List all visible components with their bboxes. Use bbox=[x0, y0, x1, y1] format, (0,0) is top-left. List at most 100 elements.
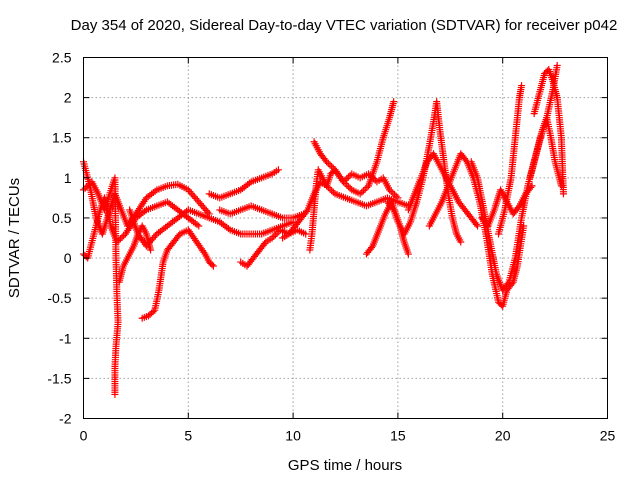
y-tick-label: 1.5 bbox=[52, 130, 72, 146]
series-arc-c bbox=[80, 174, 122, 398]
y-tick-label: 0.5 bbox=[52, 210, 72, 226]
data-point-marker bbox=[209, 262, 217, 270]
data-point-marker bbox=[326, 185, 334, 193]
y-tick-label: -2 bbox=[59, 411, 72, 427]
y-tick-label: -1 bbox=[59, 330, 72, 346]
x-tick-label: 15 bbox=[390, 428, 406, 444]
data-point-marker bbox=[472, 220, 480, 228]
y-tick-label: 2.5 bbox=[52, 50, 72, 66]
data-point-marker bbox=[118, 233, 126, 241]
data-point-marker bbox=[360, 187, 368, 195]
data-point-marker bbox=[270, 232, 278, 240]
axis-ticks: 0 5 10 15 20 25 -2 -1.5 -1 -0.5 0 0.5 1 1.5 2 2.5 bbox=[47, 50, 615, 444]
data-point-marker bbox=[457, 238, 465, 246]
data-point-marker bbox=[527, 183, 535, 191]
data-point-marker bbox=[192, 194, 200, 202]
data-point-marker bbox=[324, 159, 332, 167]
data-point-marker bbox=[341, 179, 349, 187]
chart-title: Day 354 of 2020, Sidereal Day-to-day VTE… bbox=[71, 17, 618, 34]
data-point-marker bbox=[147, 237, 155, 245]
data-point-marker bbox=[111, 390, 119, 398]
data-point-marker bbox=[275, 228, 283, 236]
data-point-marker bbox=[199, 203, 207, 211]
data-point-marker bbox=[326, 161, 334, 169]
data-point-marker bbox=[328, 187, 336, 195]
data-point-marker bbox=[208, 261, 216, 269]
data-point-marker bbox=[356, 190, 364, 198]
data-point-marker bbox=[553, 62, 561, 70]
data-point-marker bbox=[343, 181, 351, 189]
y-tick-label: 1 bbox=[64, 170, 72, 186]
series-arc-s bbox=[526, 114, 565, 190]
y-tick-label: 2 bbox=[64, 90, 72, 106]
data-point-marker bbox=[302, 230, 310, 238]
data-point-marker bbox=[518, 82, 526, 90]
series-arc-l bbox=[310, 98, 398, 198]
data-point-marker bbox=[200, 248, 208, 256]
data-point-marker bbox=[198, 201, 206, 209]
data-point-marker bbox=[273, 229, 281, 237]
data-point-marker bbox=[559, 190, 567, 198]
data-point-marker bbox=[186, 188, 194, 196]
plot-frame bbox=[83, 57, 608, 419]
data-point-marker bbox=[346, 184, 354, 192]
series-arc-k bbox=[306, 166, 402, 254]
data-point-marker bbox=[81, 184, 89, 192]
data-point-marker bbox=[339, 178, 347, 186]
data-point-marker bbox=[391, 191, 399, 199]
data-point-marker bbox=[189, 191, 197, 199]
series-arc-h bbox=[216, 202, 308, 222]
data-point-marker bbox=[329, 188, 337, 196]
data-point-marker bbox=[274, 166, 282, 174]
data-point-marker bbox=[149, 308, 157, 316]
y-tick-label: -1.5 bbox=[47, 370, 71, 386]
series-arc-d bbox=[115, 222, 155, 286]
data-point-marker bbox=[394, 194, 402, 202]
data-point-marker bbox=[404, 250, 412, 258]
data-point-marker bbox=[388, 204, 396, 212]
data-point-marker bbox=[193, 196, 201, 204]
data-point-marker bbox=[142, 242, 150, 250]
data-point-marker bbox=[386, 186, 394, 194]
data-point-marker bbox=[148, 235, 156, 243]
data-marks bbox=[80, 62, 567, 398]
data-point-marker bbox=[462, 156, 470, 164]
series-arc-u bbox=[478, 182, 536, 230]
data-point-marker bbox=[358, 188, 366, 196]
data-point-marker bbox=[195, 198, 203, 206]
data-point-marker bbox=[474, 222, 482, 230]
x-tick-label: 10 bbox=[285, 428, 301, 444]
data-point-marker bbox=[344, 173, 352, 181]
y-tick-label: 0 bbox=[64, 250, 72, 266]
data-point-marker bbox=[387, 187, 395, 195]
data-point-marker bbox=[346, 171, 354, 179]
data-point-marker bbox=[321, 156, 329, 164]
data-point-marker bbox=[504, 280, 512, 288]
x-tick-label: 20 bbox=[495, 428, 511, 444]
series-arc-e bbox=[138, 226, 217, 322]
y-axis-label: SDTVAR / TECUs bbox=[6, 178, 23, 298]
x-axis-label: GPS time / hours bbox=[288, 457, 402, 474]
data-point-marker bbox=[151, 232, 159, 240]
data-point-marker bbox=[195, 222, 203, 230]
x-tick-label: 25 bbox=[600, 428, 616, 444]
x-tick-label: 5 bbox=[184, 428, 192, 444]
data-point-marker bbox=[184, 186, 192, 194]
data-point-marker bbox=[261, 240, 269, 248]
data-point-marker bbox=[361, 185, 369, 193]
data-point-marker bbox=[303, 208, 311, 216]
series-arc-g bbox=[205, 166, 282, 202]
data-point-marker bbox=[392, 192, 400, 200]
data-point-marker bbox=[367, 244, 375, 252]
data-point-marker bbox=[150, 233, 158, 241]
data-point-marker bbox=[514, 204, 522, 212]
data-point-marker bbox=[83, 183, 91, 191]
data-point-marker bbox=[528, 182, 536, 190]
data-point-marker bbox=[268, 234, 276, 242]
data-point-marker bbox=[201, 205, 209, 213]
data-point-marker bbox=[390, 98, 398, 106]
data-point-marker bbox=[344, 183, 352, 191]
series-arc-t bbox=[530, 66, 567, 198]
series-arc-i bbox=[237, 226, 310, 270]
